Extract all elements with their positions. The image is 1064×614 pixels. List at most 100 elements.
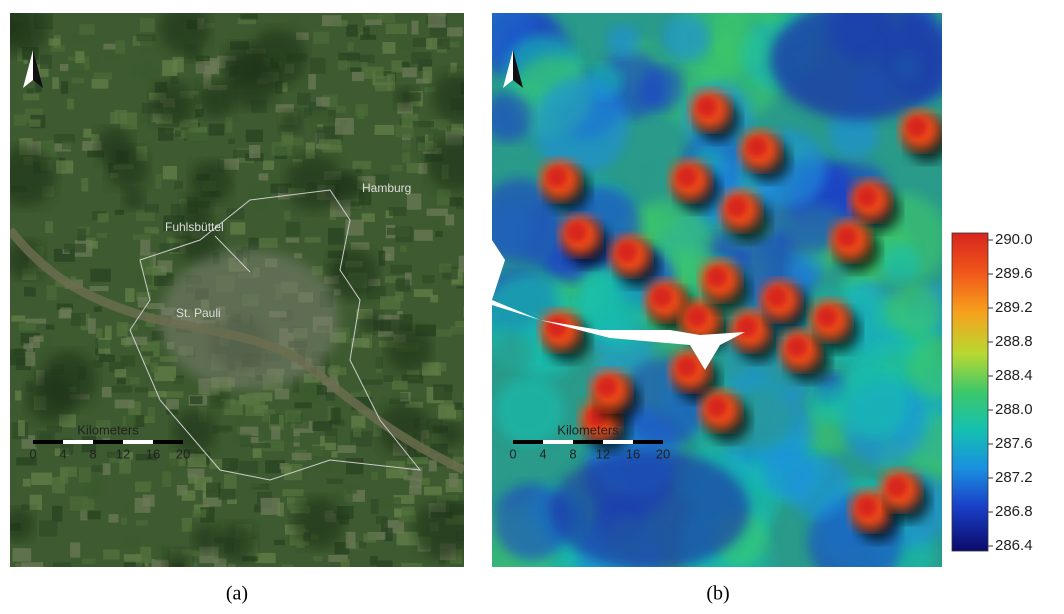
field	[60, 467, 77, 477]
temperature-map	[458, 0, 986, 604]
field	[23, 93, 39, 100]
field	[317, 385, 327, 395]
field	[121, 338, 132, 345]
field	[282, 489, 303, 496]
field	[433, 384, 452, 400]
scale-segment	[63, 440, 93, 444]
field	[162, 60, 177, 76]
field	[137, 34, 156, 41]
scale-title: Kilometers	[557, 422, 619, 437]
field	[377, 560, 393, 572]
field	[102, 387, 112, 397]
field	[107, 54, 121, 60]
field	[246, 130, 263, 142]
field	[331, 490, 353, 503]
forest	[361, 312, 382, 333]
hot-core	[747, 137, 767, 157]
field	[62, 141, 74, 150]
field	[123, 535, 139, 546]
field	[249, 145, 260, 158]
hot-core	[567, 222, 587, 242]
field	[259, 238, 277, 248]
field	[353, 161, 372, 169]
field	[59, 309, 72, 318]
field	[90, 286, 109, 291]
scale-tick: 0	[29, 446, 36, 461]
field	[347, 387, 362, 392]
field	[430, 26, 450, 37]
field	[437, 189, 451, 205]
field-blob	[533, 78, 629, 174]
satellite-image	[0, 4, 485, 583]
forest	[427, 135, 482, 190]
forest	[437, 420, 463, 446]
scale-tick: 4	[539, 446, 546, 461]
field	[325, 428, 338, 443]
field	[438, 405, 456, 420]
field	[363, 14, 384, 19]
field	[450, 326, 467, 334]
field	[431, 563, 447, 569]
field	[61, 81, 68, 93]
field	[328, 367, 347, 375]
field	[382, 42, 395, 54]
field	[166, 399, 179, 410]
field	[133, 234, 151, 239]
field	[171, 204, 180, 217]
field	[402, 67, 417, 77]
field	[52, 477, 65, 493]
field	[192, 510, 206, 518]
field	[274, 540, 285, 545]
field	[313, 556, 322, 561]
field	[182, 518, 192, 532]
field	[11, 315, 25, 321]
colorbar-label: 286.4	[995, 537, 1033, 554]
scale-tick: 8	[569, 446, 576, 461]
field-blob	[483, 93, 533, 143]
scale-segment	[153, 440, 183, 444]
field	[281, 564, 293, 578]
field	[338, 53, 360, 60]
field	[464, 305, 486, 317]
field-blob	[787, 252, 823, 288]
field	[64, 244, 86, 253]
field	[359, 55, 375, 63]
field	[47, 285, 57, 300]
field	[83, 129, 91, 138]
field	[313, 32, 329, 44]
field	[270, 414, 279, 424]
field	[175, 130, 181, 136]
field	[392, 381, 408, 390]
field	[319, 139, 341, 150]
field	[89, 241, 98, 249]
field	[148, 407, 156, 422]
figure: 290.0289.6289.2288.8288.4288.0287.6287.2…	[0, 0, 1064, 609]
field	[288, 16, 299, 30]
field	[395, 280, 410, 290]
field	[228, 139, 235, 145]
scale-tick: 0	[509, 446, 516, 461]
field	[108, 514, 118, 523]
field	[47, 426, 62, 433]
field	[126, 377, 140, 385]
hot-core	[677, 167, 697, 187]
forest	[293, 498, 344, 549]
cold-area	[550, 450, 750, 570]
field	[190, 396, 203, 404]
field	[294, 402, 311, 408]
field	[92, 79, 109, 89]
field-blob	[494, 334, 533, 373]
field	[49, 38, 60, 45]
field	[451, 124, 463, 135]
hot-core	[707, 397, 727, 417]
field	[77, 228, 86, 240]
field	[103, 44, 115, 50]
field	[379, 251, 386, 266]
field	[333, 20, 348, 26]
field	[376, 356, 383, 368]
field	[435, 231, 442, 237]
field	[387, 74, 395, 91]
field	[389, 207, 407, 216]
field	[429, 460, 437, 471]
hot-core	[817, 307, 837, 327]
